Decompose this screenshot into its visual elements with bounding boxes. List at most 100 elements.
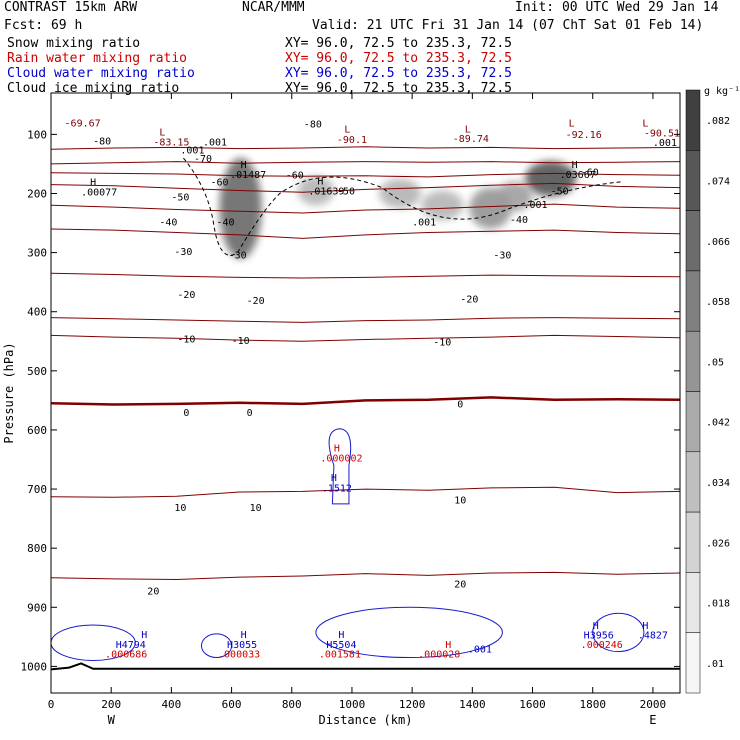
isotherm-label-10: -40 [217, 217, 235, 228]
colorbar-label-3: .058 [706, 297, 730, 308]
isotherm-2 [51, 172, 680, 178]
annotation-35: H5504 [326, 640, 356, 651]
annotation-13: .001 [653, 138, 677, 149]
field-xy-3: XY= 96.0, 72.5 to 235.3, 72.5 [285, 81, 512, 96]
isotherm-label-1: -80 [304, 120, 322, 131]
y-tick-label-8: 900 [27, 601, 47, 614]
colorbar-swatch-3 [685, 270, 701, 332]
annotation-33: .000033 [218, 649, 260, 660]
isotherm-label-28: 20 [454, 580, 466, 591]
annotation-40: H [593, 621, 599, 632]
isotherm-label-26: 10 [454, 496, 466, 507]
colorbar-label-5: .042 [706, 418, 730, 429]
y-tick-label-4: 500 [27, 365, 47, 378]
y-tick-label-1: 200 [27, 187, 47, 200]
isotherm-0 [51, 146, 680, 150]
annotation-41: H3956 [584, 630, 614, 641]
cloud-water-low-1 [200, 633, 233, 659]
x-tick-label-6: 1200 [399, 698, 426, 711]
annotation-22: .001 [412, 217, 436, 228]
isotherm-6 [51, 272, 680, 279]
isotherm-7 [51, 317, 680, 323]
x-tick-label-10: 2000 [640, 698, 667, 711]
x-tick-label-7: 1400 [459, 698, 486, 711]
annotation-32: H3055 [227, 640, 257, 651]
snow-blob-2 [379, 178, 422, 209]
field-name-1: Rain water mixing ratio [7, 51, 188, 66]
colorbar-swatch-4 [685, 330, 701, 392]
axes: 0 200 400 600 800 1000 1200 1400 1600 1800 2000100… [2, 93, 680, 727]
isotherm-label-14: -30 [493, 250, 511, 261]
annotation-7: L [569, 119, 575, 130]
snow-blob-0 [219, 158, 262, 259]
isotherm-label-8: -50 [551, 187, 569, 198]
annotation-36: .001581 [319, 649, 361, 660]
annotation-15: .00077 [81, 188, 117, 199]
isotherm-label-7: -50 [337, 187, 355, 198]
annotation-10: -90.51 [644, 129, 680, 140]
isotherm-4 [51, 203, 680, 214]
colorbar-label-2: .066 [706, 237, 730, 248]
colorbar-label-0: .082 [706, 116, 730, 127]
annotation-23: .001 [523, 200, 547, 211]
cloud-water-low-3 [592, 612, 645, 653]
isotherm-label-3: -60 [211, 178, 229, 189]
isotherm-10 [51, 486, 680, 498]
isotherm-label-16: -20 [247, 296, 265, 307]
x-tick-label-1: 200 [101, 698, 121, 711]
annotation-9: L [642, 119, 648, 130]
isotherm-label-0: -80 [93, 136, 111, 147]
annotation-20: H [572, 160, 578, 171]
isotherm-11 [51, 571, 680, 581]
colorbar-unit: g kg⁻¹ [704, 86, 740, 97]
colorbar-label-4: .05 [706, 357, 724, 368]
isotherm-label-24: 10 [174, 503, 186, 514]
annotation-5: L [465, 124, 471, 135]
forecast-hour: Fcst: 69 h [4, 18, 83, 33]
isotherm-8 [51, 334, 680, 342]
x-tick-label-0: 0 [48, 698, 55, 711]
snow-blob-5 [525, 160, 577, 197]
isotherm-label-4: -60 [286, 171, 304, 182]
isotherm-label-11: -40 [510, 215, 528, 226]
colorbar-label-6: .034 [706, 478, 730, 489]
x-tick-label-4: 800 [282, 698, 302, 711]
y-tick-label-9: 1000 [21, 660, 48, 673]
annotation-43: H [642, 621, 648, 632]
isotherm-label-15: -20 [177, 290, 195, 301]
snow-shading-layer [219, 158, 577, 259]
valid-time: Valid: 21 UTC Fri 31 Jan 14 (07 ChT Sat … [312, 18, 704, 33]
isotherm-label-6: -50 [171, 192, 189, 203]
cloud-water-low-0 [51, 624, 136, 661]
annotation-8: -92.16 [566, 130, 602, 141]
temperature-contours: -80 -80 -70 -60 -60 -60 -50 -50 -50 -40 -40 -40 -30 -… [51, 120, 680, 598]
annotation-18: H [317, 176, 323, 187]
isotherm-label-20: -10 [433, 337, 451, 348]
isotherm-1 [51, 161, 680, 165]
x-tick-label-8: 1600 [519, 698, 546, 711]
y-tick-label-0: 100 [27, 128, 47, 141]
isotherm-label-9: -40 [159, 217, 177, 228]
isotherm-3 [51, 182, 680, 193]
annotation-19: .01639 [308, 187, 344, 198]
annotation-31: H [241, 630, 247, 641]
field-xy-2: XY= 96.0, 72.5 to 235.3, 72.5 [285, 66, 512, 81]
annotation-42: .000246 [581, 640, 623, 651]
annotation-44: .4827 [638, 630, 668, 641]
terrain-line [51, 662, 680, 671]
cloud-water-column [328, 428, 352, 505]
colorbar: .082 .074 .066 .058 .05 .042 .034 .026 .018 .01 g … [685, 86, 740, 694]
annotation-26: H [331, 473, 337, 484]
center-title: NCAR/MMM [242, 0, 305, 15]
isotherm-label-5: -60 [581, 168, 599, 179]
annotation-16: H [241, 160, 247, 171]
isotherm-label-13: -30 [229, 250, 247, 261]
east-label: E [649, 713, 656, 727]
y-tick-label-6: 700 [27, 483, 47, 496]
annotation-6: -89.74 [453, 134, 489, 145]
annotation-11: .001 [203, 137, 227, 148]
colorbar-label-9: .01 [706, 659, 724, 670]
colorbar-swatch-9 [685, 632, 701, 694]
